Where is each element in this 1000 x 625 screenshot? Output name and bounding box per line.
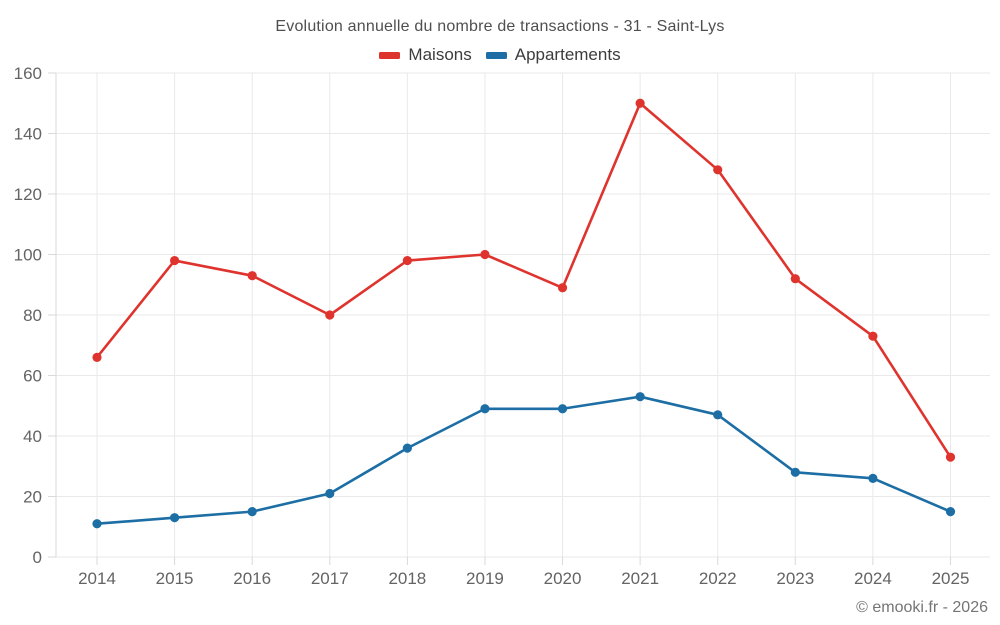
x-tick-label-2019: 2019 [466,569,504,588]
copyright-credit: © emooki.fr - 2026 [856,599,988,616]
y-tick-label: 140 [14,125,42,144]
series-line-appartements [95,395,952,526]
data-point-maisons-2021[interactable] [635,98,645,108]
data-point-maisons-2018[interactable] [402,255,412,266]
y-tick-label: 120 [14,185,42,204]
y-tick-label: 20 [23,488,42,507]
y-tick-label: 0 [33,548,42,567]
legend: Maisons Appartements [0,45,1000,65]
data-point-appartements-2025[interactable] [945,507,956,517]
legend-label-maisons: Maisons [408,45,472,64]
data-point-maisons-2015[interactable] [169,255,180,266]
chart-title: Evolution annuelle du nombre de transact… [275,18,725,35]
data-point-maisons-2023[interactable] [790,274,800,284]
data-point-appartements-2015[interactable] [169,513,180,523]
legend-swatch-appartements-icon [485,51,507,59]
data-point-appartements-2014[interactable] [92,519,102,529]
data-point-appartements-2023[interactable] [790,467,800,477]
x-tick-label-2020: 2020 [544,569,582,588]
y-tick-label: 80 [23,306,42,325]
x-tick-label-2015: 2015 [156,569,194,588]
y-tick-label: 60 [23,367,42,386]
x-tick-label-2018: 2018 [388,569,426,588]
y-tick-label: 160 [14,64,42,83]
x-tick-label-2025: 2025 [932,569,970,588]
data-point-appartements-2020[interactable] [557,404,568,414]
y-tick-label: 100 [14,246,42,265]
x-tick-label-2016: 2016 [233,569,271,588]
y-tick-label: 40 [23,427,42,446]
data-point-maisons-2014[interactable] [92,352,102,362]
data-point-maisons-2022[interactable] [713,165,723,175]
data-point-appartements-2021[interactable] [635,392,645,402]
data-point-appartements-2024[interactable] [868,473,878,483]
data-point-maisons-2025[interactable] [945,452,956,462]
series-line-maisons [95,101,952,459]
x-tick-label-2024: 2024 [854,569,892,588]
legend-item-maisons[interactable]: Maisons [379,45,472,65]
data-point-appartements-2019[interactable] [480,404,490,414]
data-point-maisons-2024[interactable] [868,331,878,341]
legend-item-appartements[interactable]: Appartements [485,45,621,65]
x-tick-label-2021: 2021 [621,569,659,588]
data-point-maisons-2019[interactable] [480,249,490,260]
data-point-appartements-2017[interactable] [325,488,335,499]
data-point-appartements-2022[interactable] [713,410,723,420]
x-tick-label-2023: 2023 [776,569,814,588]
legend-swatch-maisons-icon [379,51,401,59]
x-tick-label-2014: 2014 [78,569,116,588]
data-point-maisons-2017[interactable] [325,310,335,320]
data-point-appartements-2018[interactable] [402,443,412,453]
data-point-appartements-2016[interactable] [247,507,257,517]
legend-label-appartements: Appartements [514,45,621,64]
x-tick-label-2017: 2017 [311,569,349,588]
data-point-maisons-2020[interactable] [557,283,568,293]
data-point-maisons-2016[interactable] [247,271,257,281]
x-tick-label-2022: 2022 [699,569,737,588]
